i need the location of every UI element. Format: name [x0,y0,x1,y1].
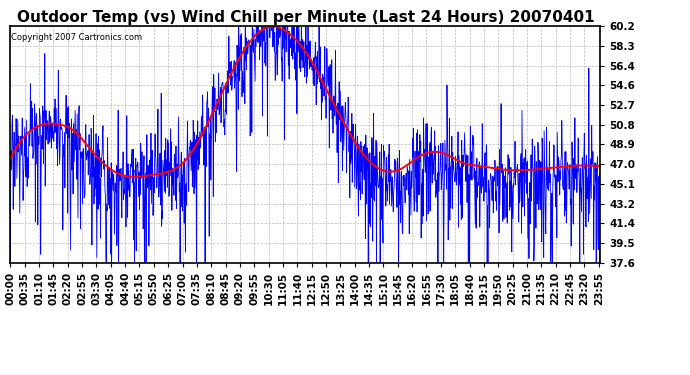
Text: Copyright 2007 Cartronics.com: Copyright 2007 Cartronics.com [11,33,142,42]
Title: Outdoor Temp (vs) Wind Chill per Minute (Last 24 Hours) 20070401: Outdoor Temp (vs) Wind Chill per Minute … [17,10,594,25]
